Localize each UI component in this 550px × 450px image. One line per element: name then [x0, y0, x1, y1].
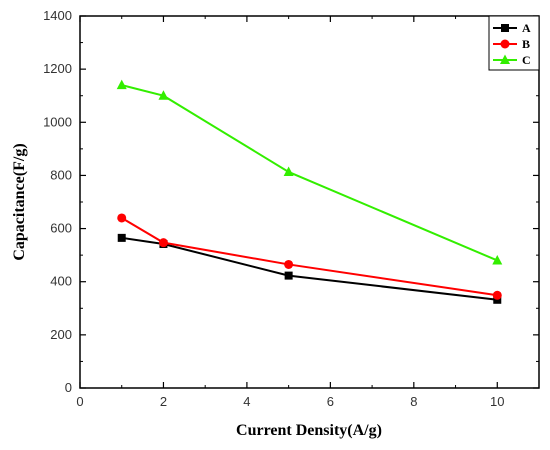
series-c-point — [158, 90, 169, 100]
series-b-point — [492, 290, 502, 300]
legend-marker-a — [501, 24, 509, 32]
series-c-point — [283, 166, 294, 176]
y-tick-label: 0 — [65, 380, 72, 395]
y-tick-label: 1000 — [43, 114, 72, 129]
y-tick-label: 600 — [50, 221, 72, 236]
x-tick-label: 6 — [327, 394, 334, 409]
x-tick-label: 4 — [243, 394, 250, 409]
series-markers — [116, 79, 503, 304]
series-b-point — [284, 259, 294, 269]
legend-label-b: B — [522, 37, 530, 51]
x-tick-label: 8 — [410, 394, 417, 409]
x-tick-label: 2 — [160, 394, 167, 409]
x-tick-label: 10 — [490, 394, 504, 409]
legend-label-a: A — [522, 21, 531, 35]
y-tick-label: 1400 — [43, 8, 72, 23]
series-b-point — [158, 238, 168, 248]
x-axis-title: Current Density(A/g) — [236, 422, 382, 439]
series-c-point — [492, 254, 503, 265]
axis-tick-labels: 0 2 4 6 8 10 0 200 400 600 800 1000 1200 1400 — [43, 8, 504, 409]
series-c-point — [116, 79, 127, 90]
series-lines — [121, 84, 498, 301]
y-tick-label: 400 — [50, 274, 72, 289]
series-c-line — [121, 84, 498, 262]
series-a-point — [117, 233, 126, 242]
y-tick-label: 800 — [50, 167, 72, 182]
series-b-line — [121, 217, 498, 297]
series-a-point — [284, 271, 293, 280]
legend-marker-b — [500, 39, 510, 49]
x-tick-label: 0 — [76, 394, 83, 409]
legend-label-c: C — [522, 53, 531, 67]
y-tick-label: 200 — [50, 327, 72, 342]
axis-ticks — [79, 15, 539, 389]
legend-marker-c — [500, 54, 510, 64]
y-axis-title: Capacitance(F/g) — [11, 143, 28, 260]
series-b-point — [117, 213, 127, 223]
series-a-point — [493, 295, 502, 304]
legend: ABC — [488, 15, 540, 71]
y-tick-label: 1200 — [43, 61, 72, 76]
plot-frame — [79, 15, 540, 389]
series-a-line — [121, 236, 498, 301]
